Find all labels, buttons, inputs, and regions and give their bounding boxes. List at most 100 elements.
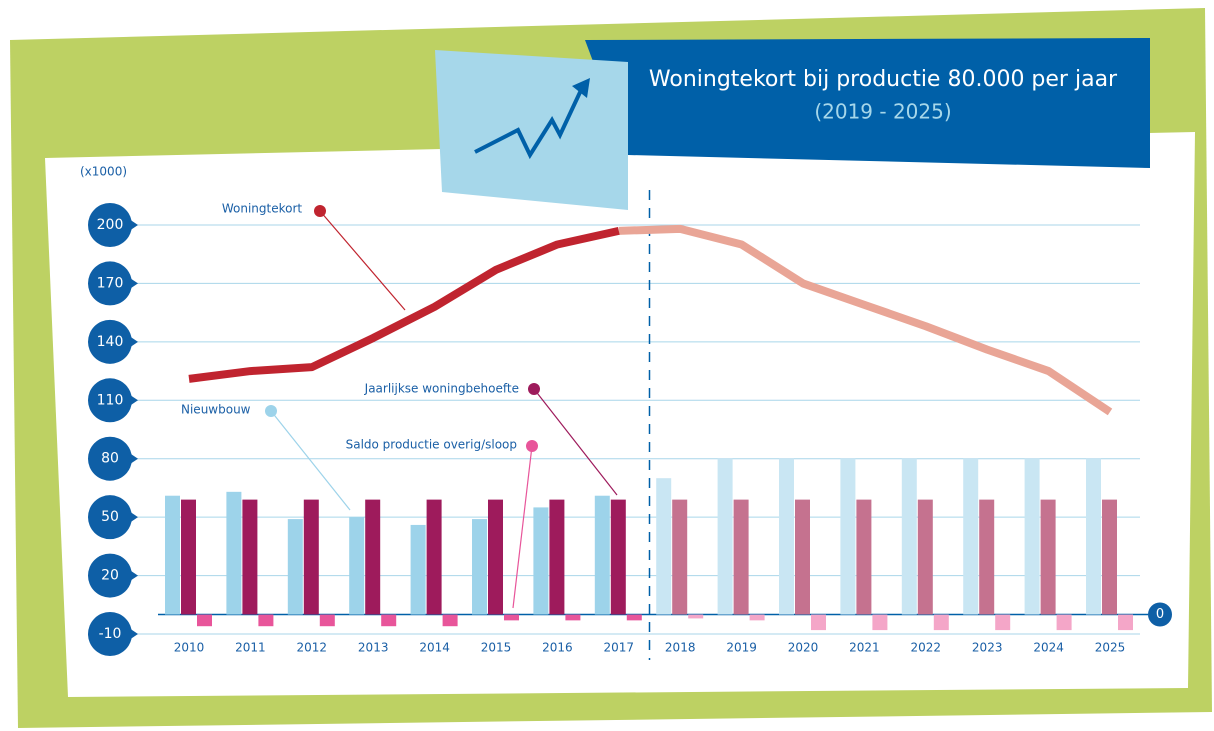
tick-badge — [88, 261, 132, 306]
y-tick-label: 200 — [97, 217, 124, 233]
bar — [303, 499, 319, 615]
x-tick-label: 2024 — [1033, 641, 1064, 655]
bar — [1118, 614, 1133, 631]
tick-badge — [1148, 602, 1172, 627]
icon-box — [435, 50, 628, 210]
x-tick-label: 2023 — [972, 641, 1003, 655]
x-tick-label: 2019 — [726, 641, 757, 655]
bar — [226, 491, 242, 615]
tick-badge — [88, 495, 132, 540]
tick-badge — [88, 378, 132, 423]
bar — [472, 519, 487, 615]
y-tick-label: 170 — [97, 275, 124, 291]
bar — [688, 614, 704, 619]
y-tick-label: -10 — [99, 626, 122, 642]
bar — [1102, 499, 1117, 615]
chart-title: Woningtekort bij productie 80.000 per ja… — [649, 67, 1118, 92]
bar — [672, 499, 688, 615]
bar — [426, 499, 442, 615]
tick-badge — [88, 319, 132, 364]
tick-badge — [88, 553, 132, 598]
bar — [533, 507, 549, 615]
legend-label: Nieuwbouw — [181, 403, 251, 417]
y-tick-label: 110 — [97, 392, 124, 408]
bar — [610, 499, 626, 615]
x-tick-label: 2018 — [665, 641, 696, 655]
tick-badge — [88, 612, 132, 656]
bar — [872, 614, 888, 631]
bar — [287, 519, 303, 615]
bar — [995, 614, 1011, 631]
x-tick-label: 2022 — [911, 641, 942, 655]
x-tick-label: 2012 — [297, 641, 328, 655]
line — [188, 226, 620, 383]
x-tick-label: 2014 — [419, 641, 450, 655]
bar — [795, 499, 810, 615]
leader-dot — [314, 205, 326, 217]
leader-line — [319, 210, 406, 311]
bar — [549, 499, 565, 615]
bar — [165, 495, 180, 615]
bar — [963, 458, 979, 615]
tick-badge — [88, 436, 132, 481]
y-tick-label: 0 — [1156, 607, 1164, 622]
leader-dot — [526, 440, 538, 452]
tick-badge — [88, 203, 132, 247]
bar — [381, 614, 397, 627]
bar — [242, 499, 258, 615]
y-tick-label: 140 — [97, 334, 124, 350]
x-tick-label: 2025 — [1095, 641, 1126, 655]
bar — [779, 458, 794, 615]
leader-dot — [265, 405, 277, 417]
bar — [319, 614, 335, 627]
bar — [594, 495, 610, 615]
x-tick-label: 2015 — [481, 641, 512, 655]
legend-label: Woningtekort — [222, 202, 303, 216]
bar — [733, 499, 749, 615]
legend-label: Jaarlijkse woningbehoefte — [364, 382, 519, 396]
x-tick-label: 2017 — [604, 641, 635, 655]
bar — [717, 458, 733, 615]
leader-line — [512, 445, 533, 609]
bar — [349, 517, 365, 615]
bar — [504, 614, 519, 621]
y-tick-label: 20 — [101, 568, 119, 584]
line — [618, 224, 1113, 416]
bar — [410, 524, 426, 615]
bar — [917, 499, 933, 615]
leader-line — [270, 410, 351, 511]
bar — [1086, 458, 1101, 615]
bar — [856, 499, 872, 615]
bar — [181, 499, 196, 615]
legend-label: Saldo productie overig/sloop — [346, 438, 517, 452]
bar — [749, 614, 765, 621]
y-unit: (x1000) — [80, 165, 127, 179]
bar — [979, 499, 995, 615]
y-tick-label: 50 — [101, 509, 119, 525]
bar — [1040, 499, 1056, 615]
bar — [626, 614, 642, 621]
bar — [1024, 458, 1040, 615]
leader-line — [533, 388, 618, 496]
bar — [565, 614, 581, 621]
chart-subtitle: (2019 - 2025) — [814, 100, 951, 124]
bar — [656, 478, 672, 615]
bar — [840, 458, 856, 615]
bar — [811, 614, 826, 631]
title-box — [585, 38, 1150, 168]
bar — [197, 614, 212, 627]
x-tick-label: 2021 — [849, 641, 880, 655]
x-tick-label: 2016 — [542, 641, 573, 655]
icon-arrow — [572, 78, 590, 98]
bar — [488, 499, 503, 615]
bar — [933, 614, 949, 631]
x-tick-label: 2020 — [788, 641, 819, 655]
bar — [901, 458, 917, 615]
leader-dot — [528, 383, 540, 395]
bar — [1056, 614, 1072, 631]
y-tick-label: 80 — [101, 451, 119, 467]
bar — [365, 499, 381, 615]
bar — [442, 614, 458, 627]
x-tick-label: 2010 — [174, 641, 205, 655]
